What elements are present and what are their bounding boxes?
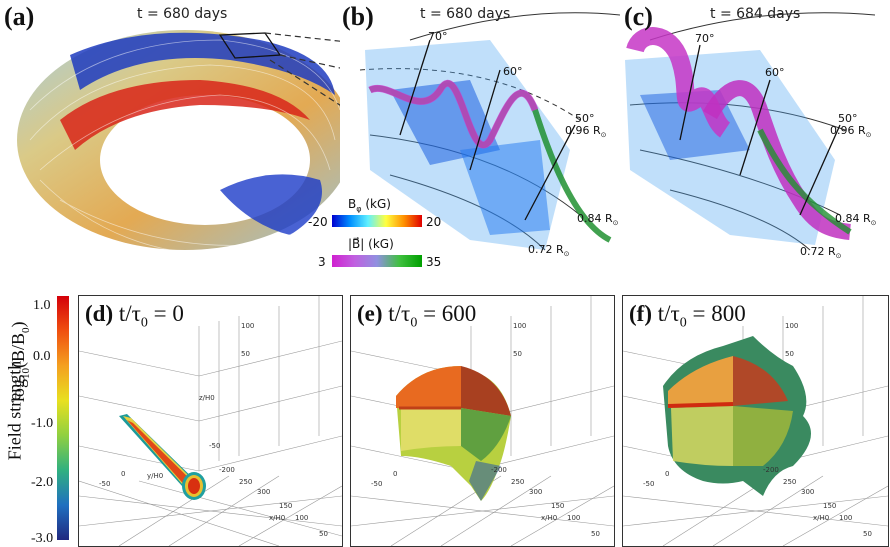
- bmag-min: 3: [318, 255, 326, 269]
- btheta-min: -20: [308, 215, 328, 229]
- field-tick-5: -3.0: [31, 531, 54, 546]
- flux-rope-magenta-c2: [703, 80, 851, 240]
- svg-text:150: 150: [823, 502, 836, 510]
- svg-text:-50: -50: [371, 480, 382, 488]
- panel-b-zoom-rendering: [359, 12, 621, 251]
- bmag-max: 35: [426, 255, 442, 269]
- panel-c-time: t = 684 days: [710, 6, 801, 22]
- svg-text:50: 50: [591, 530, 600, 538]
- d-z-label: z/H0: [199, 394, 215, 402]
- blue-flux-band: [70, 32, 335, 95]
- panel-c-lat-70: 70°: [695, 32, 715, 45]
- svg-text:-200: -200: [763, 466, 779, 474]
- field-log-title: log10(B/B0): [8, 321, 32, 403]
- panel-b-time: t = 680 days: [420, 6, 511, 22]
- bmag-colorbar: |B⃗| (kG) 3 35: [300, 235, 450, 275]
- panel-e-title: (e) t/τ0 = 600: [357, 301, 477, 331]
- panel-d-axis-labels: 100 50 z/H0 -50 y/H0 -50 0 -200 250 300 …: [99, 322, 328, 538]
- panel-c-r-084: 0.84 R⊙: [835, 212, 877, 228]
- svg-text:50: 50: [863, 530, 872, 538]
- panel-e-3d-plot: [351, 296, 614, 546]
- panel-c-zoom-rendering: [625, 12, 876, 251]
- svg-text:250: 250: [511, 478, 524, 486]
- svg-text:50: 50: [785, 350, 794, 358]
- d-z-100: 100: [241, 322, 254, 330]
- panel-b-r-072: 0.72 R⊙: [528, 243, 570, 259]
- red-flux-band: [60, 80, 310, 150]
- svg-text:150: 150: [551, 502, 564, 510]
- lower-blue-band: [220, 174, 322, 235]
- panel-b-lat-60: 60°: [503, 65, 523, 78]
- panel-f-title: (f) t/τ0 = 800: [629, 301, 746, 331]
- panel-e-axis-labels: 100 50 -50 0 -200 250 300 150 100 x/H0 5…: [371, 322, 600, 538]
- panel-d-title: (d) t/τ0 = 0: [85, 301, 184, 331]
- panel-e: (e) t/τ0 = 600 100 50 -50 0 -200 250 300…: [350, 295, 615, 547]
- panel-b-label: (b): [342, 2, 374, 31]
- panel-b-r-084: 0.84 R⊙: [577, 212, 619, 228]
- svg-text:50: 50: [513, 350, 522, 358]
- svg-text:x/H0: x/H0: [541, 514, 557, 522]
- d-near-0: 0: [121, 470, 125, 478]
- svg-text:250: 250: [783, 478, 796, 486]
- svg-text:x/H0: x/H0: [813, 514, 829, 522]
- panel-c-label: (c): [624, 2, 653, 31]
- d-x-label: x/H0: [269, 514, 285, 522]
- svg-text:100: 100: [567, 514, 580, 522]
- panel-b-r-096: 0.96 R⊙: [565, 124, 607, 140]
- svg-text:100: 100: [839, 514, 852, 522]
- d-x-neg200: -200: [219, 466, 235, 474]
- panel-b-lat-50: 50°: [575, 112, 595, 125]
- panel-d-grid: [79, 296, 342, 546]
- field-tick-1: 1.0: [33, 298, 51, 313]
- svg-text:0: 0: [393, 470, 397, 478]
- panel-d: (d) t/τ0 = 0 100 50 z/H0 -50 y/H0 -50 0 …: [78, 295, 343, 547]
- svg-text:-50: -50: [643, 480, 654, 488]
- bmag-colorbar-title: |B⃗| (kG): [348, 237, 394, 251]
- panel-b-lat-70: 70°: [428, 30, 448, 43]
- svg-text:-200: -200: [491, 466, 507, 474]
- panel-c-r-072: 0.72 R⊙: [800, 245, 842, 261]
- field-tick-3: -1.0: [31, 416, 54, 431]
- svg-text:0: 0: [665, 470, 669, 478]
- btheta-gradient: [332, 215, 422, 227]
- panel-a: (a) t = 680 days: [0, 0, 581, 270]
- d-x-300: 300: [257, 488, 270, 496]
- field-tick-4: -2.0: [31, 475, 54, 490]
- panel-d-3d-plot: [79, 296, 342, 546]
- panel-a-label: (a): [4, 2, 35, 31]
- field-gradient: [57, 296, 69, 540]
- field-line-strands: [29, 39, 346, 256]
- svg-text:100: 100: [513, 322, 526, 330]
- panel-b: (b) t = 680 days 70° 60° 50° 0.96 R⊙ 0.8…: [330, 0, 621, 275]
- panel-c: (c) t = 684 days 70° 60° 50° 0.96 R⊙ 0.8…: [600, 0, 890, 275]
- d-x-150: 150: [279, 502, 292, 510]
- d-z-neg50: -50: [209, 442, 220, 450]
- flux-rope-green-c: [757, 128, 852, 235]
- d-y-label: y/H0: [147, 472, 163, 480]
- panel-f-3d-plot: [623, 296, 888, 546]
- d-z-50: 50: [241, 350, 250, 358]
- svg-text:100: 100: [785, 322, 798, 330]
- panel-c-r-096: 0.96 R⊙: [830, 124, 872, 140]
- d-x-100: 100: [295, 514, 308, 522]
- btheta-colorbar-title: Bφ (kG): [348, 197, 391, 214]
- panel-f: (f) t/τ0 = 800 100 50 -50 0 -200 250 300…: [622, 295, 889, 547]
- svg-text:300: 300: [529, 488, 542, 496]
- flux-rope-magenta: [368, 79, 539, 149]
- btheta-colorbar: Bφ (kG) -20 20: [300, 195, 450, 235]
- torus-flux-rendering: [17, 30, 581, 256]
- d-x-250: 250: [239, 478, 252, 486]
- svg-text:300: 300: [801, 488, 814, 496]
- d-near-neg50: -50: [99, 480, 110, 488]
- btheta-max: 20: [426, 215, 442, 229]
- field-strength-colorbar: 1.0 0.0 -1.0 -2.0 -3.0 Field strength lo…: [0, 290, 76, 547]
- panel-c-lat-60: 60°: [765, 66, 785, 79]
- d-x-50: 50: [319, 530, 328, 538]
- panel-a-time: t = 680 days: [137, 6, 228, 22]
- field-tick-2: 0.0: [33, 349, 51, 364]
- bmag-gradient: [332, 255, 422, 267]
- panel-c-lat-50: 50°: [838, 112, 858, 125]
- panel-f-axis-labels: 100 50 -50 0 -200 250 300 150 100 x/H0 5…: [643, 322, 872, 538]
